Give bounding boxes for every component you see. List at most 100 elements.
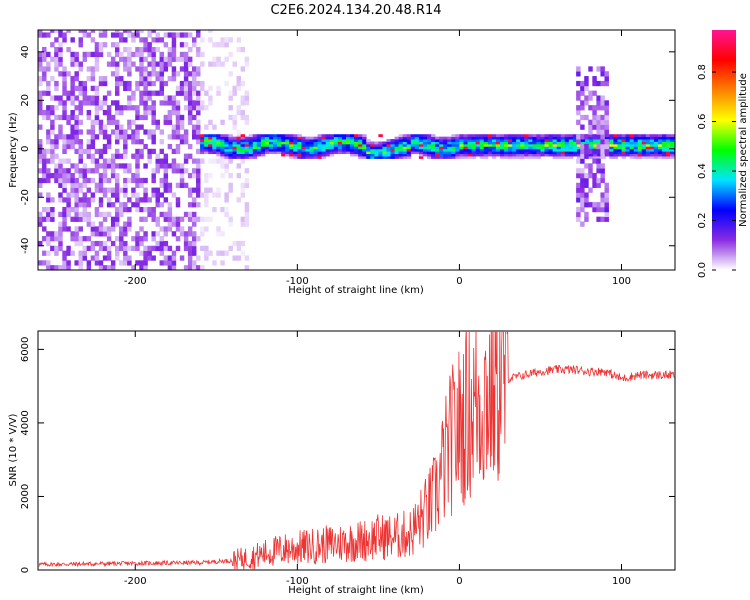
spectrogram-cell: [54, 134, 59, 140]
spectrogram-cell: [191, 236, 197, 242]
spectrogram-cell: [576, 211, 581, 218]
spectrogram-cell: [427, 148, 432, 152]
spectrogram-cell: [151, 56, 156, 62]
spectrogram-cell: [204, 105, 209, 111]
spectrogram-cell: [216, 153, 221, 157]
spectrogram-cell: [516, 141, 521, 145]
spectrogram-cell: [528, 151, 533, 155]
spectrogram-cell: [82, 182, 88, 188]
spectrogram-cell: [240, 182, 246, 188]
spectrogram-cell: [74, 197, 79, 203]
spectrogram-cell: [487, 146, 493, 150]
spectrogram-cell: [179, 56, 185, 62]
spectrogram-cell: [102, 211, 108, 218]
spectrogram-cell: [191, 124, 197, 130]
spectrogram-cell: [167, 211, 173, 218]
spectrogram-cell: [183, 158, 189, 164]
spectrogram-cell: [532, 143, 537, 147]
spectrogram-cell: [576, 192, 581, 198]
spectrogram-cell: [293, 148, 298, 152]
spectrogram-cell: [139, 37, 144, 43]
spectrogram-cell: [475, 139, 481, 142]
spectrogram-cell: [42, 110, 47, 116]
spectrogram-cell: [46, 80, 51, 87]
spectrogram-cell: [42, 71, 47, 77]
spectrogram-cell: [358, 148, 363, 152]
spectrogram-cell: [398, 136, 404, 140]
spectrogram-cell: [398, 156, 404, 159]
spectrogram-cell: [167, 46, 173, 53]
spectrogram-cell: [544, 134, 549, 138]
spectrogram-cell: [410, 143, 416, 147]
spectrogram-cell: [114, 71, 120, 77]
spectrogram-cell: [135, 177, 140, 184]
spectrogram-cell: [232, 139, 237, 142]
spectrogram-cell: [584, 100, 589, 106]
spectrogram-cell: [54, 85, 59, 92]
spectrogram-cell: [114, 177, 120, 184]
spectrogram-cell: [70, 139, 75, 145]
spectrogram-cell: [94, 158, 100, 164]
spectrogram-cell: [58, 221, 63, 227]
spectrogram-cell: [317, 141, 323, 145]
spectrogram-cell: [580, 114, 585, 121]
spectrogram-cell: [78, 187, 83, 193]
spectrogram-cell: [256, 143, 262, 147]
spectrogram-cell: [151, 114, 156, 121]
spectrogram-cell: [431, 141, 436, 145]
spectrogram-cell: [544, 136, 549, 140]
spectrogram-cell: [568, 136, 574, 140]
spectrogram-cell: [252, 146, 258, 150]
spectrogram-cell: [191, 80, 197, 87]
spectrogram-cell: [204, 177, 209, 184]
spectrogram-cell: [467, 148, 472, 152]
spectrogram-cell: [74, 206, 79, 213]
spectrogram-cell: [187, 119, 193, 125]
spectrogram-cell: [74, 163, 79, 169]
spectrogram-cell: [167, 221, 173, 227]
spectrogram-cell: [596, 182, 601, 188]
spectrogram-cell: [135, 110, 140, 116]
spectrogram-cell: [143, 255, 148, 261]
spectrogram-cell: [524, 151, 529, 155]
spectrogram-cell: [127, 71, 132, 77]
spectrogram-cell: [289, 136, 294, 140]
spectrogram-cell: [131, 236, 136, 242]
spectrogram-cell: [98, 80, 104, 87]
spectrogram-cell: [560, 134, 566, 138]
spectrogram-cell: [127, 66, 132, 72]
spectrogram-cell: [98, 202, 104, 208]
spectrogram-cell: [58, 134, 63, 140]
spectrogram-cell: [394, 141, 400, 145]
spectrogram-cell: [317, 151, 323, 155]
spectrogram-cell: [54, 236, 59, 242]
spectrogram-cell: [345, 139, 351, 142]
spectrogram-cell: [309, 156, 314, 159]
spectrogram-cell: [325, 151, 331, 155]
spectrogram-cell: [74, 148, 79, 155]
spectrogram-cell: [66, 119, 71, 125]
spectrogram-cell: [86, 260, 92, 266]
spectrogram-cell: [139, 139, 144, 145]
spectrogram-cell: [106, 236, 112, 242]
spectrogram-cell: [443, 143, 448, 147]
spectrogram-cell: [163, 260, 169, 266]
spectrogram-cell: [58, 124, 63, 130]
spectrogram-cell: [123, 148, 128, 155]
spectrogram-cell: [151, 119, 156, 125]
spectrogram-cell: [127, 226, 132, 232]
spectrogram-cell: [74, 61, 79, 67]
spectrogram-cell: [289, 141, 294, 145]
spectrogram-cell: [277, 141, 282, 145]
spectrogram-cell: [46, 177, 51, 184]
spectrogram-cell: [597, 139, 602, 142]
spectrogram-cell: [54, 61, 59, 67]
y-tick-label: -40: [20, 238, 31, 254]
spectrogram-cell: [123, 37, 128, 43]
spectrogram-cell: [114, 245, 120, 252]
spectrogram-cell: [78, 37, 83, 43]
spectrogram-cell: [191, 85, 197, 92]
spectrogram-cell: [135, 192, 140, 198]
spectrogram-cell: [50, 56, 55, 62]
spectrogram-cell: [196, 51, 201, 58]
